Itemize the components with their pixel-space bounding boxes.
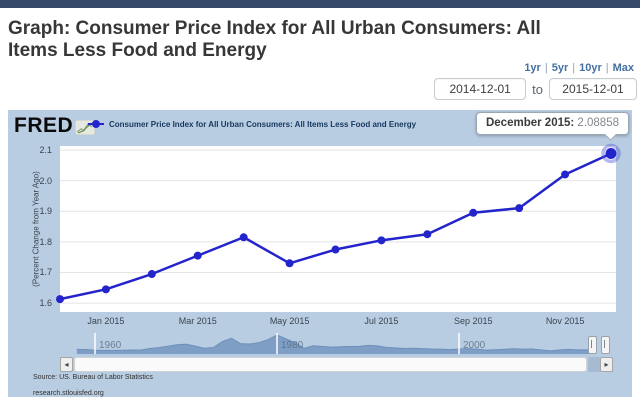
site-url: research.stlouisfed.org (33, 390, 104, 397)
y-axis-tick-labels: 1.6 1.7 1.8 1.9 2.0 2.1 (8, 144, 54, 312)
range-link-separator: | (605, 62, 609, 74)
data-point[interactable] (515, 204, 524, 213)
x-tick-label: Mar 2015 (178, 316, 217, 326)
data-point[interactable] (331, 245, 340, 254)
data-point[interactable] (377, 236, 386, 245)
last-point-halo (601, 143, 621, 164)
plot-area (60, 146, 616, 312)
scrollbar-right-arrow-button[interactable]: ▸ (600, 357, 613, 372)
range-links: 1yr | 5yr | 10yr | Max (524, 62, 634, 74)
legend-line-marker-icon (88, 120, 104, 129)
data-point[interactable] (56, 295, 64, 304)
x-tick-label: Jul 2015 (364, 316, 399, 326)
scrollbar-track[interactable] (74, 357, 587, 372)
date-range-to-label: to (532, 81, 543, 97)
y-tick-label: 2.1 (39, 144, 52, 155)
data-point[interactable] (101, 285, 110, 294)
data-point[interactable] (239, 233, 248, 242)
source-note: Source: US. Bureau of Labor Statistics (33, 374, 153, 381)
top-navbar (0, 0, 640, 8)
data-point[interactable] (147, 270, 156, 279)
y-tick-label: 1.7 (39, 267, 52, 278)
date-range-controls: to (434, 78, 637, 100)
x-tick-label: Sep 2015 (453, 316, 493, 326)
range-link-1yr[interactable]: 1yr (524, 62, 541, 74)
tooltip-date: December 2015: (485, 117, 575, 129)
page-title: Graph: Consumer Price Index for All Urba… (8, 18, 640, 62)
page-title-line1: Graph: Consumer Price Index for All Urba… (8, 18, 541, 39)
chart-panel: FRED Consumer Price Index for All Urban … (8, 110, 632, 397)
chart-legend: Consumer Price Index for All Urban Consu… (88, 120, 416, 129)
y-tick-label: 1.6 (39, 298, 52, 309)
x-tick-label: Jan 2015 (87, 316, 125, 326)
data-point[interactable] (605, 147, 617, 159)
range-link-separator: | (544, 62, 548, 74)
x-tick-label: Nov 2015 (545, 316, 585, 326)
scrollbar-left-arrow-button[interactable]: ◂ (60, 357, 73, 372)
range-link-separator: | (572, 62, 576, 74)
end-date-input[interactable] (549, 78, 637, 100)
data-point[interactable] (561, 170, 570, 179)
chart-tooltip: December 2015: 2.08858 (475, 112, 629, 141)
range-link-5yr[interactable]: 5yr (551, 62, 569, 74)
timeline-area-outline (76, 334, 596, 352)
tooltip-pointer-icon (604, 127, 617, 141)
y-tick-label: 2.0 (39, 175, 52, 186)
page-content: Graph: Consumer Price Index for All Urba… (0, 8, 640, 407)
range-link-max[interactable]: Max (612, 62, 634, 74)
main-chart[interactable] (56, 143, 621, 312)
scrubber-handle-right[interactable] (601, 336, 610, 354)
scrollbar-thumb[interactable] (588, 357, 600, 372)
data-point[interactable] (285, 259, 294, 268)
data-point[interactable] (423, 230, 432, 239)
range-link-10yr[interactable]: 10yr (579, 62, 602, 74)
x-axis-tick-labels: Jan 2015 Mar 2015 May 2015 Jul 2015 Sep 2015… (60, 316, 616, 328)
fred-logo[interactable]: FRED (14, 114, 96, 138)
legend-label: Consumer Price Index for All Urban Consu… (109, 120, 417, 129)
y-tick-label: 1.8 (39, 236, 52, 247)
tooltip-value: 2.08858 (577, 117, 619, 129)
data-point[interactable] (193, 251, 202, 260)
page-title-line2: Items Less Food and Energy (8, 40, 267, 61)
data-point[interactable] (469, 208, 478, 217)
scrubber-handle-left[interactable] (588, 336, 597, 354)
fred-logo-text: FRED (14, 114, 74, 137)
y-tick-label: 1.9 (39, 206, 52, 217)
timeline-area-series (76, 335, 596, 354)
x-tick-label: May 2015 (269, 316, 310, 326)
timeline-scrubber[interactable] (60, 333, 612, 354)
start-date-input[interactable] (434, 78, 527, 100)
